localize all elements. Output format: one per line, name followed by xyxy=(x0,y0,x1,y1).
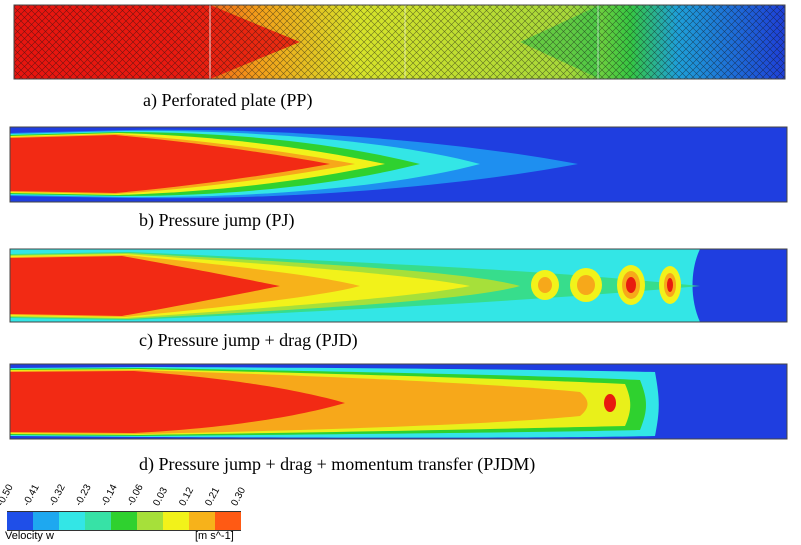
panel-a-mesh xyxy=(14,5,785,79)
panel-c-blob xyxy=(659,266,681,304)
legend-title: Velocity w xyxy=(5,530,54,542)
legend-unit: [m s^-1] xyxy=(195,530,234,542)
legend-swatch xyxy=(33,511,59,531)
legend-swatch xyxy=(137,511,163,531)
caption-panel-d: d) Pressure jump + drag + momentum trans… xyxy=(139,454,536,474)
panel-d-frame xyxy=(9,363,788,440)
panel-c-blob xyxy=(531,270,559,300)
caption-panel-c: c) Pressure jump + drag (PJD) xyxy=(139,330,358,350)
legend-swatch xyxy=(59,511,85,531)
panel-c-frame xyxy=(9,248,788,323)
panel-b-frame xyxy=(9,126,788,203)
panel-c-band-red xyxy=(10,256,280,316)
legend-swatch xyxy=(189,511,215,531)
panel-c-blue-end xyxy=(692,249,787,322)
panel-a-frame xyxy=(13,4,786,80)
panel-c-blob xyxy=(617,265,645,305)
panel-d-band-red xyxy=(10,371,345,433)
panel-b-band-red xyxy=(10,135,330,193)
caption-panel-b: b) Pressure jump (PJ) xyxy=(139,210,295,230)
panel-d-blob xyxy=(597,389,623,417)
legend-swatch xyxy=(111,511,137,531)
panel-c-blob xyxy=(570,268,602,302)
caption-panel-a: a) Perforated plate (PP) xyxy=(143,90,313,110)
legend-swatch xyxy=(163,511,189,531)
legend-swatch xyxy=(85,511,111,531)
legend-swatch xyxy=(215,511,241,531)
legend-swatch xyxy=(7,511,33,531)
